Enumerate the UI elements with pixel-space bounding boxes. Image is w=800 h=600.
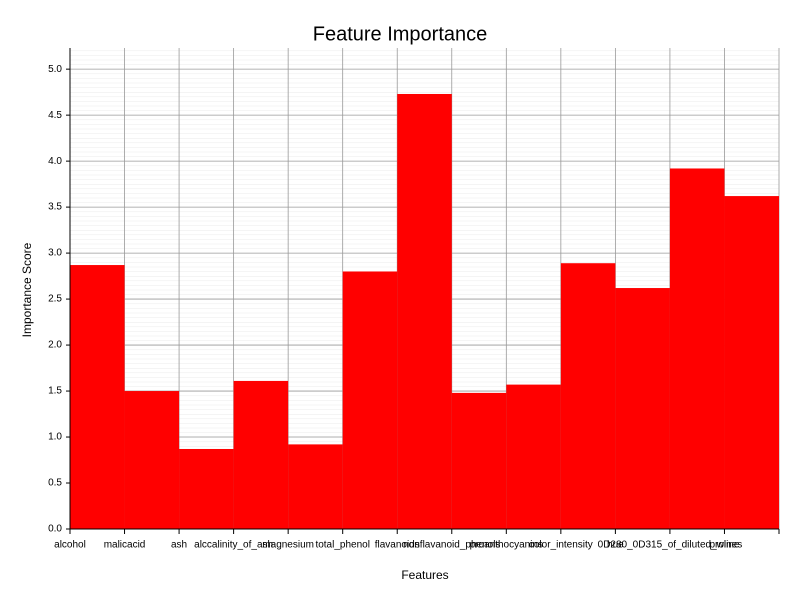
y-tick-label: 3.0 — [48, 248, 62, 259]
bar — [179, 448, 234, 529]
bar — [70, 265, 125, 529]
x-tick-label: flavanoids — [375, 540, 420, 551]
bar — [288, 444, 343, 529]
x-tick-label: ash — [171, 540, 187, 551]
y-tick-label: 0.0 — [48, 524, 62, 535]
y-tick-label: 1.5 — [48, 386, 62, 397]
y-tick-label: 3.5 — [48, 202, 62, 213]
bar — [724, 196, 779, 529]
y-tick-label: 4.0 — [48, 156, 62, 167]
bar — [669, 168, 725, 529]
bar — [451, 392, 507, 529]
y-axis-label: Importance Score — [20, 242, 34, 337]
bar — [615, 288, 670, 529]
y-tick-label: 5.0 — [48, 64, 62, 75]
y-tick-label: 2.0 — [48, 340, 62, 351]
x-tick-label: 0D280_0D315_of_diluted_wines — [598, 540, 743, 551]
y-tick-label: 4.5 — [48, 110, 62, 121]
x-tick-label: proline — [709, 540, 739, 551]
x-axis-label: Features — [401, 568, 448, 582]
bar — [233, 380, 289, 529]
chart-title: Feature Importance — [313, 23, 488, 45]
bar — [397, 93, 452, 529]
x-tick-label: color_intensity — [529, 540, 593, 551]
x-tick-label: total_phenol — [315, 540, 370, 551]
bar — [124, 391, 180, 529]
bar — [560, 263, 616, 529]
bar — [506, 384, 561, 529]
x-tick-label: alcohol — [54, 540, 86, 551]
y-tick-label: 1.0 — [48, 432, 62, 443]
x-tick-label: nonflavanoid_phenols — [403, 540, 500, 551]
y-tick-label: 2.5 — [48, 294, 62, 305]
x-tick-label: hue — [607, 540, 624, 551]
bar — [342, 271, 398, 529]
x-tick-label: alccalinity_of_ash — [194, 540, 273, 551]
x-tick-label: malicacid — [104, 540, 146, 551]
x-tick-label: magnesium — [262, 540, 314, 551]
y-tick-label: 0.5 — [48, 478, 62, 489]
x-tick-label: proanthocyanins — [470, 540, 543, 551]
